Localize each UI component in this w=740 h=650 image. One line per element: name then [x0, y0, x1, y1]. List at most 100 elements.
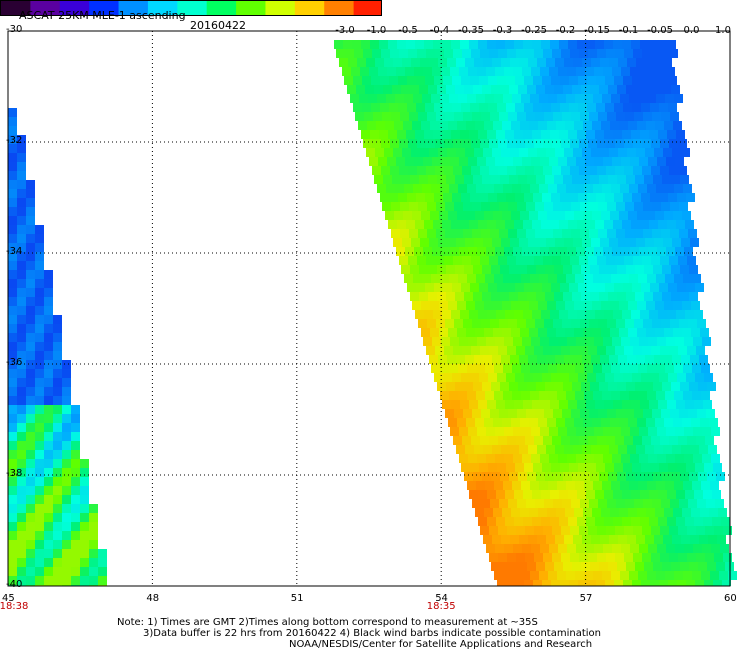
swath-cell	[665, 364, 674, 373]
swath-cell	[530, 364, 539, 373]
swath-cell	[558, 67, 567, 76]
swath-cell	[367, 121, 376, 130]
swath-cell	[422, 184, 431, 193]
swath-cell	[404, 274, 413, 283]
swath-cell	[17, 513, 26, 522]
swath-cell	[597, 346, 606, 355]
swath-cell	[490, 499, 499, 508]
swath-cell	[690, 535, 699, 544]
swath-cell	[555, 148, 564, 157]
swath-cell	[35, 558, 44, 567]
swath-cell	[370, 130, 379, 139]
swath-cell	[637, 508, 646, 517]
swath-cell	[714, 553, 723, 562]
swath-cell	[448, 211, 457, 220]
swath-cell	[388, 40, 397, 49]
swath-cell	[564, 445, 573, 454]
swath-cell	[550, 517, 559, 526]
swath-cell	[457, 121, 466, 130]
swath-cell	[640, 310, 649, 319]
swath-cell	[685, 310, 694, 319]
swath-cell	[588, 553, 597, 562]
swath-cell	[728, 571, 737, 580]
swath-cell	[469, 400, 478, 409]
swath-cell	[62, 423, 71, 432]
swath-cell	[499, 499, 508, 508]
swath-cell	[652, 229, 661, 238]
swath-cell	[439, 328, 448, 337]
swath-cell	[35, 495, 44, 504]
swath-cell	[17, 504, 26, 513]
swath-cell	[542, 580, 551, 589]
swath-cell	[650, 580, 659, 589]
swath-cell	[489, 166, 498, 175]
swath-cell	[392, 85, 401, 94]
swath-cell	[422, 274, 431, 283]
swath-cell	[616, 112, 625, 121]
swath-cell	[659, 373, 668, 382]
swath-cell	[664, 418, 673, 427]
swath-cell	[435, 139, 444, 148]
swath-cell	[486, 67, 495, 76]
swath-cell	[452, 193, 461, 202]
swath-cell	[643, 409, 652, 418]
swath-cell	[617, 85, 626, 94]
swath-cell	[8, 315, 17, 324]
swath-cell	[463, 202, 472, 211]
swath-cell	[421, 301, 430, 310]
swath-cell	[62, 522, 71, 531]
swath-cell	[481, 409, 490, 418]
swath-cell	[429, 355, 438, 364]
swath-cell	[612, 544, 621, 553]
swath-cell	[685, 400, 694, 409]
swath-cell	[644, 292, 653, 301]
swath-cell	[489, 256, 498, 265]
swath-cell	[577, 220, 586, 229]
swath-cell	[508, 499, 517, 508]
swath-cell	[464, 382, 473, 391]
swath-cell	[625, 229, 634, 238]
swath-cell	[540, 427, 549, 436]
swath-cell	[529, 508, 538, 517]
swath-cell	[339, 58, 348, 67]
swath-cell	[574, 301, 583, 310]
swath-cell	[533, 76, 542, 85]
swath-cell	[17, 495, 26, 504]
swath-cell	[409, 112, 418, 121]
swath-cell	[676, 220, 685, 229]
swath-cell	[580, 202, 589, 211]
swath-cell	[555, 238, 564, 247]
swath-cell	[353, 76, 362, 85]
swath-cell	[585, 454, 594, 463]
swath-cell	[480, 139, 489, 148]
swath-cell	[462, 166, 471, 175]
swath-cell	[644, 265, 653, 274]
swath-cell	[62, 378, 71, 387]
swath-cell	[700, 508, 709, 517]
swath-cell	[551, 373, 560, 382]
swath-cell	[602, 94, 611, 103]
swath-cell	[639, 427, 648, 436]
swath-cell	[407, 283, 416, 292]
swath-cell	[513, 67, 522, 76]
swath-cell	[17, 288, 26, 297]
swath-cell	[405, 247, 414, 256]
swath-cell	[62, 369, 71, 378]
swath-cell	[671, 562, 680, 571]
swath-cell	[586, 400, 595, 409]
swath-cell	[515, 580, 524, 589]
swath-cell	[692, 391, 701, 400]
swath-cell	[576, 67, 585, 76]
swath-cell	[504, 157, 513, 166]
swath-cell	[544, 499, 553, 508]
swath-cell	[89, 576, 98, 585]
swath-cell	[486, 157, 495, 166]
swath-cell	[548, 94, 557, 103]
swath-cell	[500, 382, 509, 391]
swath-cell	[658, 310, 667, 319]
swath-cell	[514, 220, 523, 229]
swath-cell	[629, 364, 638, 373]
swath-cell	[633, 49, 642, 58]
swath-cell	[631, 310, 640, 319]
swath-cell	[493, 121, 502, 130]
